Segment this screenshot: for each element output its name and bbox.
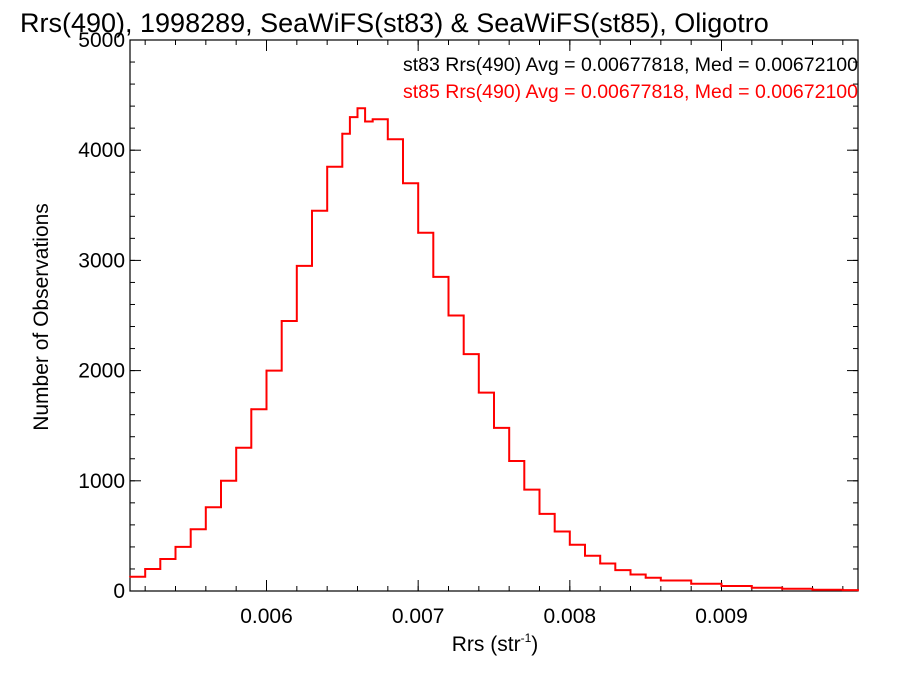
data-point: [553, 530, 556, 533]
y-tick-label: 0: [113, 580, 125, 603]
data-point: [280, 320, 283, 322]
data-point: [326, 165, 329, 168]
data-point: [311, 209, 313, 212]
x-tick-label: 0.008: [544, 605, 597, 628]
data-point: [250, 408, 253, 411]
y-tick-label: 1000: [78, 470, 125, 493]
series-layer: [129, 107, 859, 592]
data-point: [174, 546, 177, 548]
data-point: [144, 568, 147, 570]
y-tick-label: 2000: [78, 360, 125, 383]
plot-frame: [129, 39, 859, 592]
data-point: [159, 558, 162, 560]
x-axis-label-sup: -1: [521, 631, 532, 645]
y-axis-label: Number of Observations: [30, 203, 53, 431]
data-point: [644, 576, 647, 579]
y-tick-label: 5000: [78, 29, 125, 52]
data-point: [659, 579, 662, 582]
data-point: [811, 588, 814, 591]
chart-title: Rrs(490), 1998289, SeaWiFS(st83) & SeaWi…: [20, 8, 769, 38]
data-point: [750, 586, 753, 589]
data-point: [402, 182, 404, 185]
data-point: [220, 479, 222, 482]
data-point: [462, 353, 465, 355]
data-point: [614, 569, 617, 571]
data-point: [295, 265, 298, 267]
data-point: [568, 543, 571, 546]
data-point: [356, 107, 359, 110]
data-point: [781, 587, 784, 590]
data-point: [235, 446, 238, 449]
data-point: [493, 427, 495, 429]
data-point: [341, 132, 344, 135]
series-line-st85: [130, 107, 859, 592]
data-point: [538, 512, 541, 515]
data-point: [417, 231, 420, 234]
data-point: [523, 488, 526, 491]
data-point: [386, 138, 389, 141]
data-point: [349, 116, 351, 119]
data-point: [477, 391, 480, 394]
x-axis-label-close: ): [531, 633, 538, 656]
x-axis-label: Rrs (str-1): [452, 631, 539, 656]
y-tick-label: 3000: [78, 249, 125, 272]
annotation-st85: st85 Rrs(490) Avg = 0.00677818, Med = 0.…: [403, 81, 858, 103]
plot-axes: 0.006 0.007 0.008 0.009 0 1000 2000 3000 4000 500…: [78, 29, 859, 628]
annotation-st83: st83 Rrs(490) Avg = 0.00677818, Med = 0.…: [403, 54, 858, 76]
data-point: [432, 276, 435, 278]
x-tick-label: 0.007: [392, 605, 445, 628]
x-axis-label-main: Rrs (str: [452, 633, 521, 656]
y-tick-label: 4000: [78, 139, 125, 162]
data-point: [204, 506, 207, 509]
data-point: [189, 528, 192, 531]
data-point: [371, 118, 374, 121]
x-tick-label: 0.009: [695, 605, 748, 628]
data-point: [629, 573, 632, 576]
data-point: [841, 589, 844, 592]
data-point: [690, 582, 693, 585]
data-point: [129, 575, 131, 578]
data-point: [584, 554, 586, 557]
data-point: [599, 562, 602, 565]
data-point: [265, 369, 268, 372]
data-point: [720, 585, 723, 587]
data-point: [508, 460, 511, 462]
data-point: [857, 589, 859, 592]
data-point: [364, 120, 366, 123]
data-point: [447, 314, 450, 317]
x-tick-label: 0.006: [240, 605, 293, 628]
